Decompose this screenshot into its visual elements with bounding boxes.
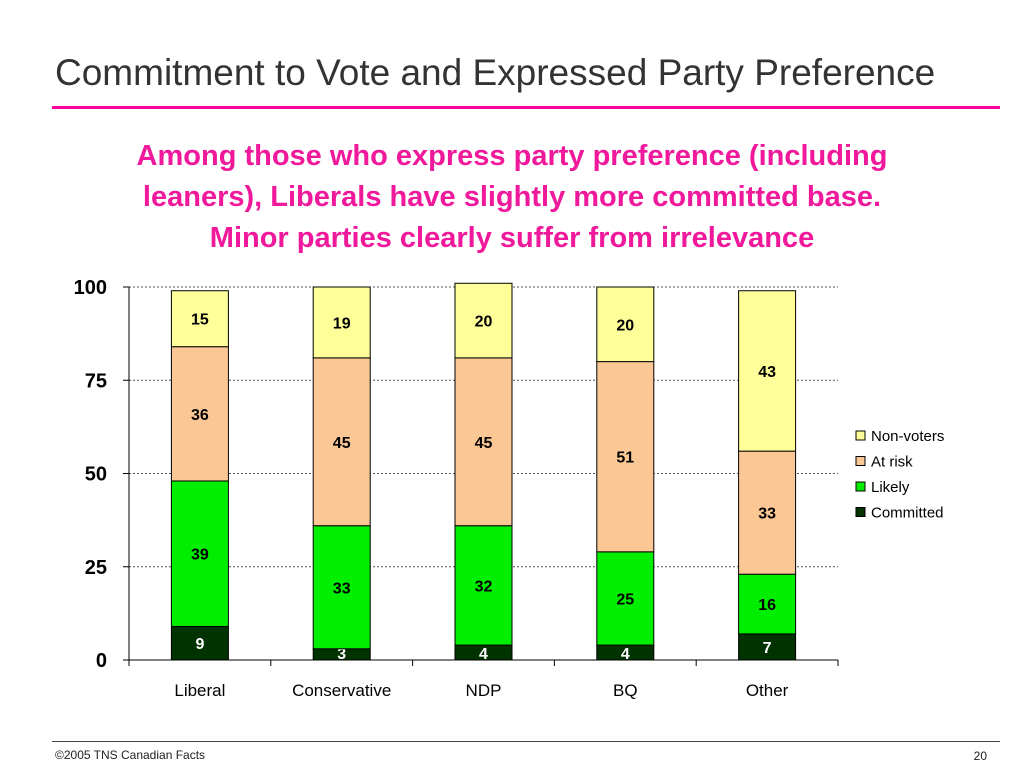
bar-bq-at-risk — [596, 361, 655, 553]
bar-conservative-likely — [312, 525, 371, 650]
title-underline — [52, 106, 1000, 109]
y-tick-label-100: 100 — [74, 277, 107, 299]
data-label-conservative-non-voters: 19 — [333, 315, 351, 332]
y-tick-label-0: 0 — [96, 650, 107, 672]
bar-bq-non-voters — [596, 286, 655, 363]
bar-liberal-non-voters — [170, 290, 229, 348]
data-label-ndp-committed: 4 — [479, 646, 488, 663]
bar-ndp-non-voters — [454, 282, 513, 359]
legend-swatch-likely — [855, 481, 866, 492]
data-label-other-at-risk: 33 — [758, 506, 776, 523]
data-label-liberal-likely: 39 — [191, 547, 209, 564]
headline-line-2: leaners), Liberals have slightly more co… — [142, 181, 882, 213]
legend-label-non-voters: Non-voters — [871, 428, 944, 445]
bar-other-non-voters — [738, 290, 797, 452]
legend-label-at-risk: At risk — [871, 454, 913, 471]
bar-other-at-risk — [738, 450, 797, 575]
bar-bq-likely — [596, 551, 655, 646]
headline-line-1: Among those who express party preference… — [136, 140, 888, 172]
data-label-bq-likely: 25 — [616, 591, 634, 608]
data-label-bq-non-voters: 20 — [616, 317, 634, 334]
headline: Among those who express party preference… — [40, 136, 984, 259]
data-label-conservative-likely: 33 — [333, 580, 351, 597]
data-label-other-non-voters: 43 — [758, 364, 776, 381]
x-tick-label-bq: BQ — [613, 681, 638, 700]
data-label-conservative-at-risk: 45 — [333, 435, 351, 452]
y-tick-label-25: 25 — [85, 557, 107, 579]
bar-ndp-at-risk — [454, 357, 513, 527]
bar-ndp-likely — [454, 525, 513, 646]
legend-swatch-committed — [855, 507, 866, 517]
data-label-liberal-at-risk: 36 — [191, 407, 209, 424]
legend-swatch-non-voters — [855, 430, 866, 441]
data-label-bq-at-risk: 51 — [616, 450, 634, 467]
footer-copyright: ©2005 TNS Canadian Facts — [55, 748, 206, 762]
data-label-conservative-committed: 3 — [337, 646, 346, 663]
legend-swatch-at-risk — [855, 456, 866, 466]
headline-line-3: Minor parties clearly suffer from irrele… — [209, 222, 815, 254]
x-tick-label-liberal: Liberal — [174, 681, 225, 700]
data-label-other-committed: 7 — [763, 640, 772, 657]
bar-other-likely — [738, 573, 797, 635]
data-label-other-likely: 16 — [758, 597, 776, 614]
bar-conservative-non-voters — [312, 286, 371, 359]
data-label-ndp-non-voters: 20 — [475, 314, 493, 331]
y-tick-label-50: 50 — [85, 464, 107, 486]
footer-divider — [52, 741, 1000, 742]
data-label-bq-committed: 4 — [621, 646, 630, 663]
page-number: 20 — [973, 749, 987, 763]
slide-title: Commitment to Vote and Expressed Party P… — [55, 52, 936, 93]
data-label-liberal-non-voters: 15 — [191, 312, 209, 329]
y-tick-label-75: 75 — [85, 370, 107, 392]
x-tick-label-other: Other — [746, 681, 789, 700]
bar-liberal-committed — [170, 625, 229, 661]
data-label-ndp-likely: 32 — [475, 578, 493, 595]
data-label-liberal-committed: 9 — [195, 636, 204, 653]
legend-label-committed: Committed — [871, 505, 944, 522]
bar-conservative-at-risk — [312, 357, 371, 527]
legend-label-likely: Likely — [871, 479, 910, 496]
x-tick-label-ndp: NDP — [466, 681, 502, 700]
x-tick-label-conservative: Conservative — [292, 681, 391, 700]
data-label-ndp-at-risk: 45 — [475, 435, 493, 452]
